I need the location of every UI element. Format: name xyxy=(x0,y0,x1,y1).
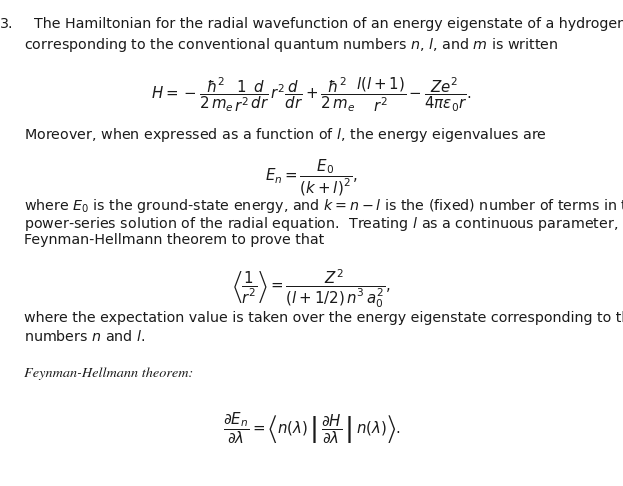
Text: $H = -\dfrac{\hbar^2}{2\,m_e}\dfrac{1}{r^2}\dfrac{d}{dr}\,r^2\dfrac{d}{dr} + \df: $H = -\dfrac{\hbar^2}{2\,m_e}\dfrac{1}{r… xyxy=(151,75,472,114)
Text: $\left\langle \dfrac{1}{r^2} \right\rangle = \dfrac{Z^2}{(l + 1/2)\,n^3\,a_0^2},: $\left\langle \dfrac{1}{r^2} \right\rang… xyxy=(232,267,391,310)
Text: The Hamiltonian for the radial wavefunction of an energy eigenstate of a hydroge: The Hamiltonian for the radial wavefunct… xyxy=(34,17,623,31)
Text: power-series solution of the radial equation.  Treating $l$ as a continuous para: power-series solution of the radial equa… xyxy=(24,215,623,233)
Text: $\dfrac{\partial E_n}{\partial \lambda} = \left\langle n(\lambda) \,\middle|\, \: $\dfrac{\partial E_n}{\partial \lambda} … xyxy=(222,411,401,446)
Text: Feynman-Hellmann theorem:: Feynman-Hellmann theorem: xyxy=(24,367,193,380)
Text: where the expectation value is taken over the energy eigenstate corresponding to: where the expectation value is taken ove… xyxy=(24,311,623,325)
Text: $E_n = \dfrac{E_0}{(k + l)^2},$: $E_n = \dfrac{E_0}{(k + l)^2},$ xyxy=(265,158,358,198)
Text: corresponding to the conventional quantum numbers $n$, $l$, and $m$ is written: corresponding to the conventional quantu… xyxy=(24,36,558,54)
Text: numbers $n$ and $l$.: numbers $n$ and $l$. xyxy=(24,329,145,344)
Text: Moreover, when expressed as a function of $l$, the energy eigenvalues are: Moreover, when expressed as a function o… xyxy=(24,126,546,144)
Text: Feynman-Hellmann theorem to prove that: Feynman-Hellmann theorem to prove that xyxy=(24,233,324,247)
Text: where $E_0$ is the ground-state energy, and $k = n - l$ is the (fixed) number of: where $E_0$ is the ground-state energy, … xyxy=(24,197,623,215)
Text: 3.: 3. xyxy=(0,17,14,31)
